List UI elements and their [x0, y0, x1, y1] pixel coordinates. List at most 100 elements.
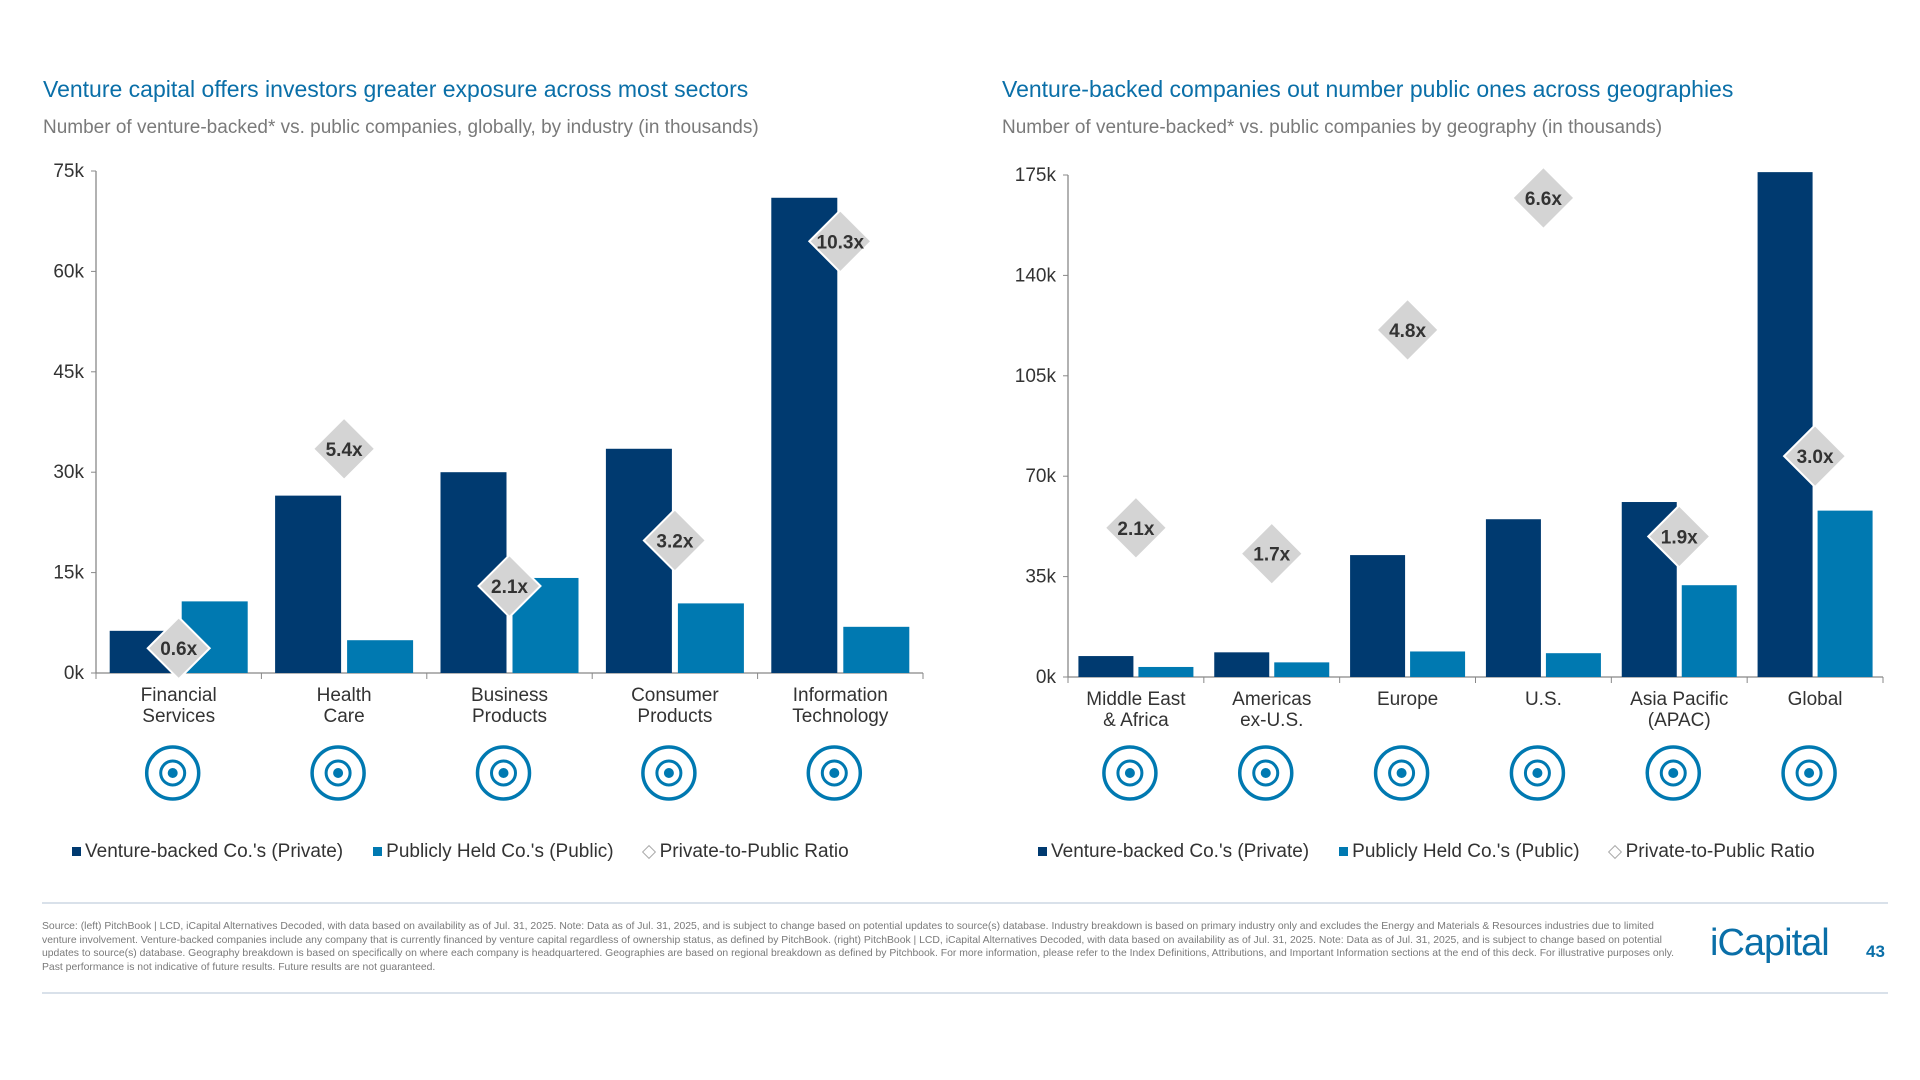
bar-private	[1078, 656, 1134, 677]
right-chart-subtitle: Number of venture-backed* vs. public com…	[1002, 117, 1663, 138]
stethoscope-icon	[310, 745, 366, 801]
ratio-label: 5.4x	[326, 440, 363, 461]
right-legend: Venture-backed Co.'s (Private) Publicly …	[1038, 841, 1815, 863]
y-tick-label: 30k	[53, 462, 84, 483]
bar-private	[1485, 519, 1541, 677]
ratio-diamond	[146, 615, 212, 681]
world-globe-icon	[1781, 745, 1837, 801]
legend-private: Venture-backed Co.'s (Private)	[1038, 841, 1309, 863]
right-chart-title: Venture-backed companies out number publ…	[1002, 76, 1734, 102]
bar-private	[1214, 652, 1270, 677]
ratio-diamond	[807, 208, 873, 274]
category-label: Health Care	[317, 685, 372, 727]
legend-ratio-label: Private-to-Public Ratio	[659, 841, 849, 862]
category-label: Financial Services	[141, 685, 217, 727]
sofa-icon	[475, 745, 532, 801]
category-label: Consumer Products	[631, 685, 719, 727]
bar-public	[1817, 510, 1873, 677]
left-chart-title: Venture capital offers investors greater…	[43, 76, 749, 102]
category-label: Middle East & Africa	[1086, 689, 1186, 731]
ratio-label: 3.2x	[656, 531, 693, 552]
building-icon	[641, 745, 697, 801]
chart-1: 0k 35k 70k 105k 140k 175k Middle East & Africa 2…	[1015, 165, 1884, 801]
ratio-label: 1.9x	[1661, 527, 1698, 548]
legend-private: Venture-backed Co.'s (Private)	[72, 841, 343, 863]
category-label-line: & Africa	[1103, 710, 1169, 731]
ratio-label: 2.1x	[491, 577, 528, 598]
category-label: Global	[1788, 689, 1843, 710]
category-label-line: Health	[317, 685, 372, 706]
legend-private-label: Venture-backed Co.'s (Private)	[1051, 841, 1310, 862]
bar-public	[843, 626, 910, 673]
source-footnote: Source: (left) PitchBook | LCD, iCapital…	[42, 921, 1675, 973]
ratio-label: 4.8x	[1389, 321, 1426, 342]
category-label: Americas ex-U.S.	[1232, 689, 1311, 731]
ratio-label: 6.6x	[1525, 189, 1562, 210]
icon-glyph-center	[1260, 768, 1271, 778]
y-tick-label: 75k	[53, 161, 84, 182]
americas-globe-icon	[1238, 745, 1294, 801]
africa-globe-icon	[1102, 745, 1158, 801]
icon-glyph	[655, 759, 683, 787]
icon-glyph	[1795, 759, 1823, 787]
category-label-line: Services	[142, 706, 215, 727]
icon-glyph-center	[1668, 768, 1679, 778]
category-label: Europe	[1377, 689, 1438, 710]
bar-public	[1410, 651, 1466, 677]
bar-public	[1274, 662, 1330, 677]
icon-glyph	[490, 759, 517, 787]
y-tick-label: 45k	[53, 362, 84, 383]
category-label: U.S.	[1525, 689, 1562, 710]
bar-private	[771, 197, 838, 674]
icapital-logo: iCapital	[1710, 922, 1830, 964]
icon-glyph	[1659, 759, 1687, 787]
icon-glyph-center	[333, 768, 344, 778]
ratio-diamond	[311, 416, 377, 482]
category-label-line: Middle East	[1086, 689, 1186, 710]
ratio-label: 10.3x	[817, 232, 865, 253]
us-globe-icon	[1645, 745, 1701, 801]
legend-public-label: Publicly Held Co.'s (Public)	[386, 841, 614, 862]
asia-globe-icon	[1509, 745, 1566, 801]
y-tick-label: 105k	[1015, 366, 1057, 387]
icon-glyph-center	[1124, 768, 1135, 778]
legend-public: Publicly Held Co.'s (Public)	[1339, 841, 1580, 863]
ratio-diamond	[1511, 165, 1576, 231]
category-label: Business Products	[471, 685, 548, 727]
category-label: Information Technology	[792, 685, 889, 727]
category-label-line: Information	[793, 685, 888, 706]
europe-globe-icon	[1373, 745, 1430, 801]
legend-private-label: Venture-backed Co.'s (Private)	[85, 841, 344, 862]
y-tick-label: 0k	[64, 663, 85, 684]
bar-public	[1138, 666, 1194, 677]
category-label-line: (APAC)	[1648, 710, 1711, 731]
category-label-line: Europe	[1377, 689, 1438, 710]
legend-public-label: Publicly Held Co.'s (Public)	[1352, 841, 1580, 862]
category-label: Asia Pacific (APAC)	[1630, 689, 1728, 731]
ratio-label: 3.0x	[1797, 447, 1834, 468]
laptop-icon	[806, 745, 863, 801]
y-tick-label: 175k	[1015, 165, 1057, 186]
category-label-line: Global	[1788, 689, 1843, 710]
icon-glyph	[820, 759, 848, 787]
ratio-diamond	[642, 508, 708, 573]
ratio-label: 2.1x	[1117, 519, 1154, 540]
y-tick-label: 0k	[1036, 667, 1057, 688]
category-label-line: Products	[637, 706, 712, 727]
icon-glyph-center	[498, 768, 509, 778]
bar-private	[1757, 172, 1813, 678]
legend-public: Publicly Held Co.'s (Public)	[373, 841, 614, 863]
y-tick-label: 15k	[53, 563, 84, 584]
icon-glyph	[1388, 759, 1416, 787]
legend-ratio: Private-to-Public Ratio	[1607, 841, 1815, 863]
category-label-line: Consumer	[631, 685, 719, 706]
category-label-line: Asia Pacific	[1630, 689, 1728, 710]
ratio-label: 0.6x	[160, 639, 197, 660]
bar-public	[347, 640, 414, 673]
category-label-line: Technology	[792, 706, 889, 727]
icon-glyph-center	[663, 768, 674, 778]
icon-glyph	[159, 759, 187, 787]
bar-public	[1681, 585, 1737, 677]
left-legend: Venture-backed Co.'s (Private) Publicly …	[72, 841, 849, 863]
legend-ratio-label: Private-to-Public Ratio	[1625, 841, 1815, 862]
